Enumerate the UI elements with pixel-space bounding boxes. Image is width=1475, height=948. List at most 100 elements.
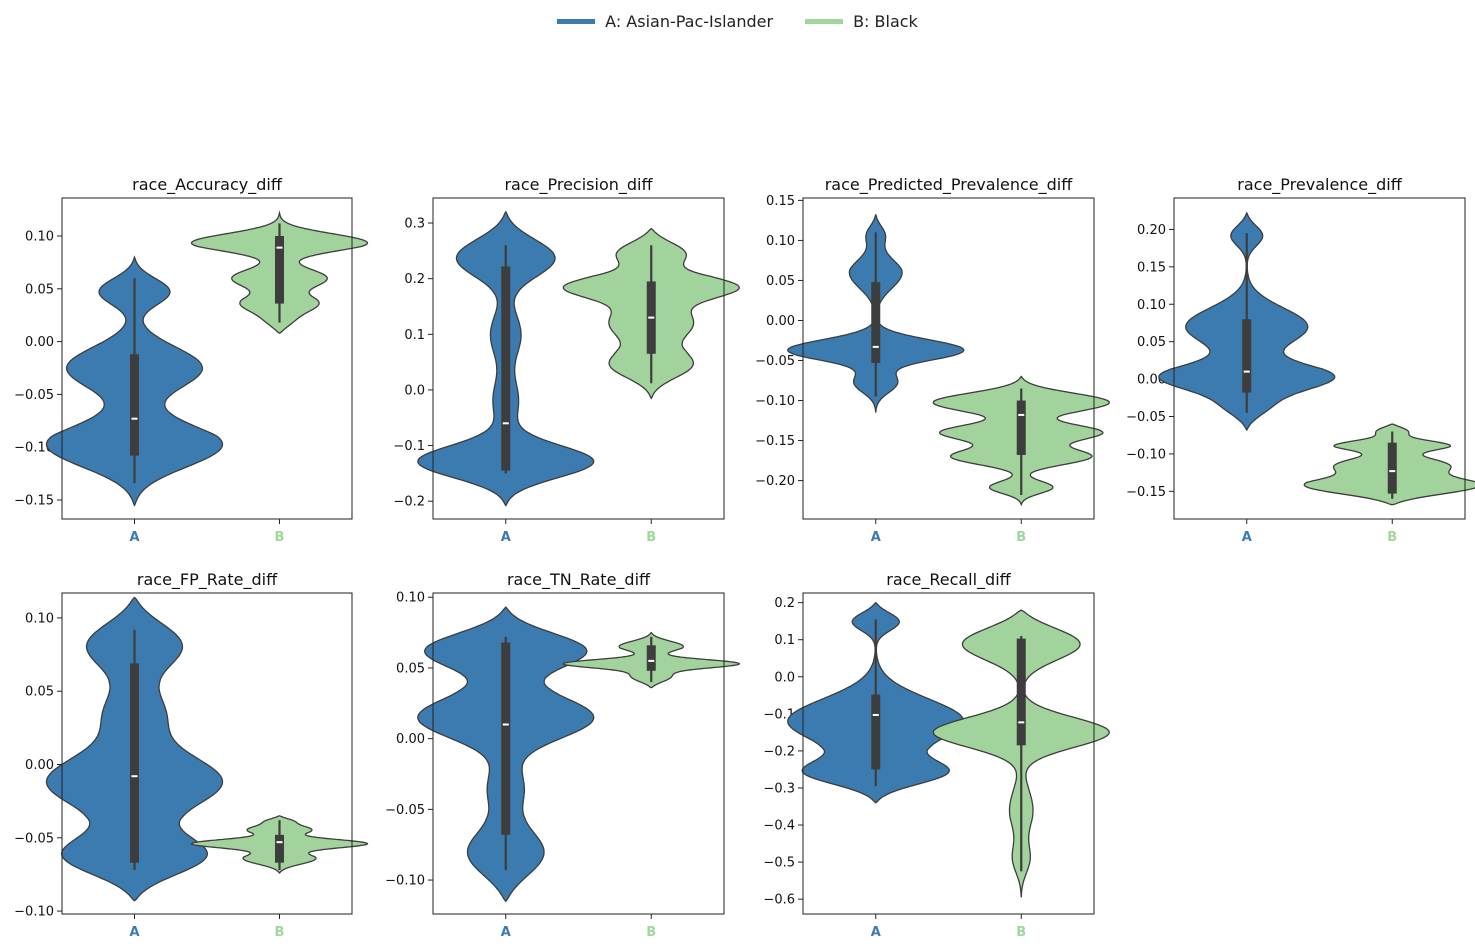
y-tick-label: 0.10 [396,591,425,606]
iqr-box-A [130,663,139,863]
x-tick-label-A: A [1242,530,1252,545]
y-tick-label: 0.00 [25,335,54,350]
y-tick-label: −0.10 [1126,447,1166,462]
panel-title: race_FP_Rate_diff [137,570,278,590]
y-tick-label: 0.05 [766,274,795,289]
y-tick-label: −0.1 [393,439,425,454]
y-tick-label: −0.05 [14,831,54,846]
chart-panel-7: race_Recall_diff −0.6 −0.5 −0.4 −0.3 −0.2 −0.1… [763,570,1110,940]
iqr-box-A [871,694,881,770]
y-tick-label: −0.1 [763,707,795,722]
plot-frame [61,197,353,520]
x-tick-label-B: B [646,530,656,545]
y-tick-label: 0.05 [396,661,425,676]
x-tick-label-B: B [275,925,285,940]
y-tick-label: −0.05 [755,354,795,369]
plot-frame [1173,197,1466,520]
y-tick-label: −0.5 [763,856,795,871]
y-tick-label: 0.10 [25,230,54,245]
iqr-box-B [1016,400,1026,455]
y-tick-label: 0.0 [774,670,795,685]
y-tick-label: −0.4 [763,819,795,834]
x-tick-label-B: B [1387,530,1397,545]
x-tick-label-A: A [129,530,139,545]
plot-frame [802,592,1095,915]
y-tick-label: 0.05 [25,685,54,700]
y-tick-label: 0.1 [774,633,795,648]
panel-title: race_Accuracy_diff [132,175,283,195]
chart-panel-4: race_Prevalence_diff−0.15−0.10−0.050.000… [1126,175,1475,545]
y-tick-label: 0.2 [404,272,425,287]
y-tick-label: 0.3 [404,217,425,232]
legend-item-a: A: Asian-Pac-Islander [557,12,773,31]
x-tick-label-B: B [646,925,656,940]
iqr-box-A [501,642,511,835]
y-tick-label: −0.2 [393,495,425,510]
y-tick-label: 0.10 [25,611,54,626]
iqr-box-B [646,645,656,671]
y-tick-label: −0.20 [755,474,795,489]
y-tick-label: −0.05 [14,388,54,403]
x-tick-label-A: A [501,925,511,940]
plot-frame [432,197,725,520]
iqr-box-A [501,266,511,471]
x-tick-label-A: A [871,530,881,545]
chart-panel-6: race_TN_Rate_diff −0.10 −0.05 0.00 0.05 0.10 A… [385,570,741,940]
y-tick-label: 0.00 [396,732,425,747]
panel-title: race_Predicted_Prevalence_diff [825,175,1074,195]
y-tick-label: 0.2 [774,596,795,611]
y-tick-label: −0.05 [385,803,425,818]
legend-item-b: B: Black [805,12,918,31]
y-tick-label: −0.10 [14,441,54,456]
chart-panel-3: race_Predicted_Prevalence_diff −0.20 −0.15… [755,175,1110,545]
y-tick-label: 0.05 [1137,335,1166,350]
y-tick-label: 0.0 [404,383,425,398]
y-tick-label: 0.20 [1137,223,1166,238]
iqr-box-B [1016,638,1026,746]
y-tick-label: 0.1 [404,328,425,343]
x-tick-label-B: B [1016,925,1026,940]
iqr-box-A [871,282,881,363]
panel-title: race_Recall_diff [886,570,1011,590]
x-tick-label-A: A [871,925,881,940]
y-tick-label: 0.05 [25,282,54,297]
y-tick-label: −0.05 [1126,410,1166,425]
legend: A: Asian-Pac-Islander B: Black [0,12,1475,31]
y-tick-label: 0.15 [766,194,795,209]
iqr-box-B [275,834,284,863]
y-tick-label: −0.3 [763,781,795,796]
y-tick-label: −0.6 [763,893,795,908]
iqr-box-A [130,354,139,456]
y-tick-label: −0.2 [763,744,795,759]
x-tick-label-A: A [501,530,511,545]
y-tick-label: 0.00 [766,314,795,329]
plot-frame [61,592,353,915]
y-tick-label: −0.15 [14,493,54,508]
y-tick-label: 0.00 [25,758,54,773]
y-tick-label: 0.15 [1137,260,1166,275]
plot-frame [432,592,725,915]
chart-panel-5: race_FP_Rate_diff −0.10 −0.05 0.00 0.05 0.10 A… [14,570,369,940]
chart-panel-1: race_Accuracy_diff −0.15 −0.10 −0.05 0.00 0.0… [14,175,369,545]
panel-title: race_Prevalence_diff [1237,175,1402,195]
y-tick-label: 0.10 [1137,298,1166,313]
x-tick-label-A: A [129,925,139,940]
legend-swatch-a [557,19,596,24]
y-tick-label: 0.10 [766,234,795,249]
legend-label-b: B: Black [853,12,918,31]
y-tick-label: −0.15 [755,434,795,449]
y-tick-label: −0.10 [755,394,795,409]
panel-title: race_Precision_diff [504,175,653,195]
iqr-box-A [1242,319,1252,393]
panel-title: race_TN_Rate_diff [507,570,651,590]
legend-label-a: A: Asian-Pac-Islander [605,12,774,31]
x-tick-label-B: B [275,530,285,545]
y-tick-label: −0.15 [1126,485,1166,500]
legend-swatch-b [805,19,844,24]
chart-panel-2: race_Precision_diff −0.2 −0.1 0.0 0.1 0.2 0.3 A… [393,175,740,545]
y-tick-label: −0.10 [385,874,425,889]
y-tick-label: −0.10 [14,905,54,920]
iqr-box-B [275,236,284,304]
x-tick-label-B: B [1016,530,1026,545]
